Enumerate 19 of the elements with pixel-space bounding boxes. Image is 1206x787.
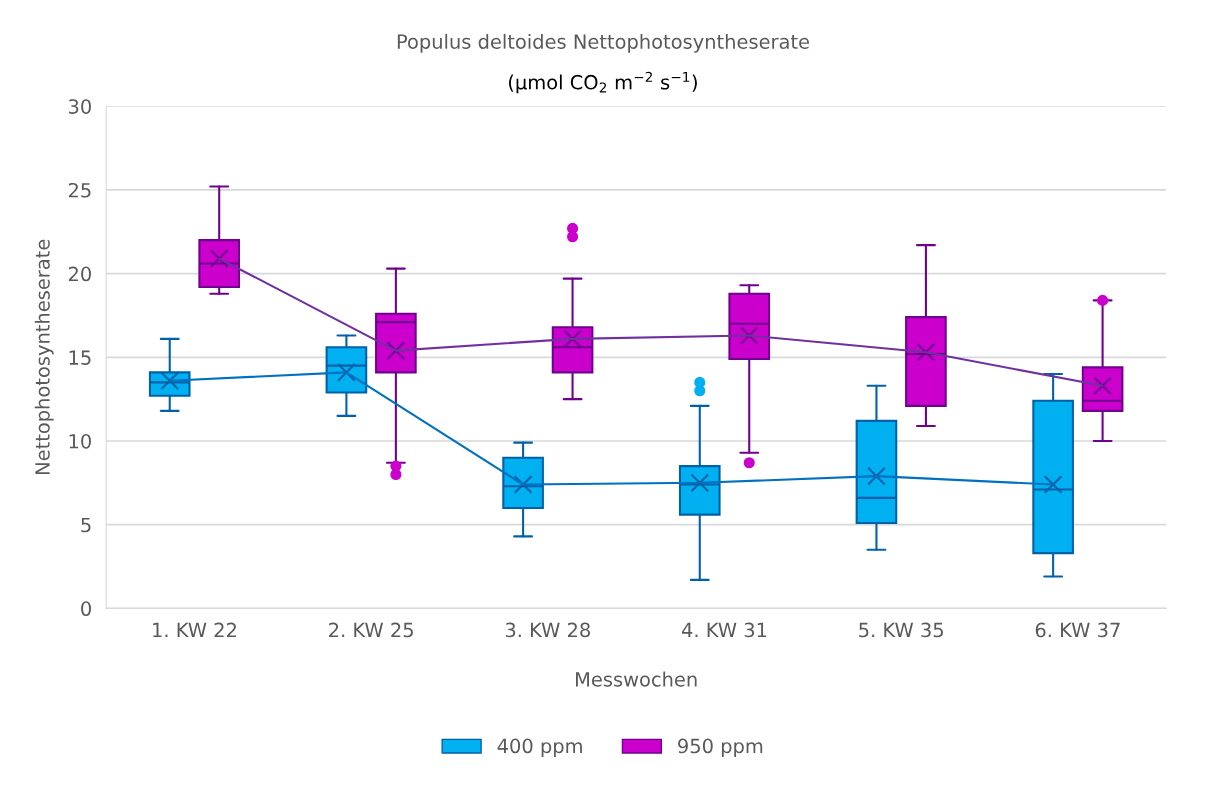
legend-label: 950 ppm — [678, 738, 763, 758]
chart-subtitle: (μmol CO$_{2}$ m$^{−2}$ s$^{−1}$) — [509, 71, 697, 94]
x-axis-title: Messwochen — [576, 671, 697, 687]
y-tick-label: 10 — [69, 433, 91, 449]
x-tick-label: 2. KW 25 — [329, 622, 413, 638]
x-tick-label: 6. KW 37 — [1035, 622, 1120, 638]
x-tick-label: 4. KW 31 — [681, 622, 767, 638]
chart-title: Populus deltoides Nettophotosyntheserate — [397, 33, 809, 53]
y-tick-label: 20 — [68, 266, 91, 282]
y-tick-label: 5 — [81, 517, 91, 533]
x-tick-label: 5. KW 35 — [859, 622, 943, 638]
legend-label: 400 ppm — [497, 738, 582, 758]
y-axis-title: Nettophotosyntheserate — [34, 239, 54, 474]
y-tick-label: 0 — [81, 601, 91, 617]
y-tick-label: 30 — [68, 99, 91, 114]
y-tick-label: 25 — [68, 182, 91, 198]
x-tick-label: 3. KW 28 — [505, 622, 590, 638]
x-tick-label: 1. KW 22 — [153, 622, 236, 638]
y-tick-label: 15 — [69, 350, 91, 365]
